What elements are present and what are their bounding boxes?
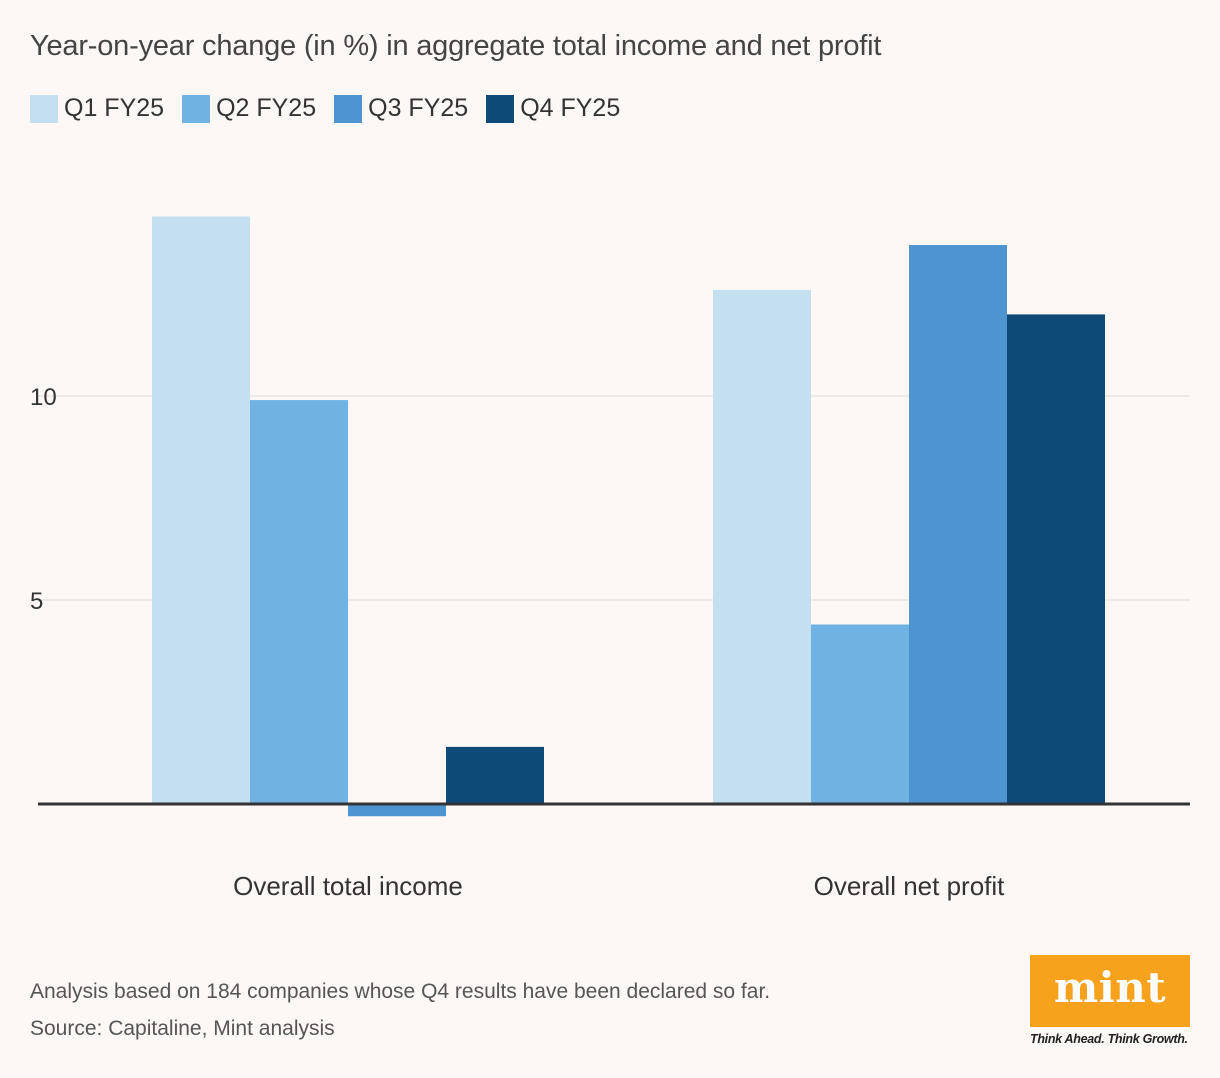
x-category-label-1: Overall total income xyxy=(233,871,463,901)
bar-total-income-q2 xyxy=(250,400,348,804)
bar-net-profit-q1 xyxy=(713,289,811,804)
bar-total-income-q4 xyxy=(446,746,544,804)
chart-title: Year-on-year change (in %) in aggregate … xyxy=(30,30,882,62)
bar-net-profit-q4 xyxy=(1007,314,1105,804)
mint-logo: mint xyxy=(1030,955,1190,1027)
x-category-label-2: Overall net profit xyxy=(814,871,1006,901)
legend: Q1 FY25 Q2 FY25 Q3 FY25 Q4 FY25 xyxy=(30,94,620,123)
legend-item-q2: Q2 FY25 xyxy=(182,94,316,123)
legend-swatch-q2 xyxy=(182,94,211,123)
legend-label-q3: Q3 FY25 xyxy=(368,94,469,122)
legend-label-q2: Q2 FY25 xyxy=(216,94,317,122)
legend-label-q4: Q4 FY25 xyxy=(520,94,621,122)
bar-net-profit-q3 xyxy=(909,245,1007,805)
legend-label-q1: Q1 FY25 xyxy=(64,94,165,122)
legend-swatch-q3 xyxy=(334,94,363,123)
legend-swatch-q1 xyxy=(30,94,58,123)
legend-swatch-q4 xyxy=(486,94,515,123)
y-tick-label-5: 5 xyxy=(30,588,43,615)
analysis-note: Analysis based on 184 companies whose Q4… xyxy=(30,980,771,1003)
source-note: Source: Capitaline, Mint analysis xyxy=(30,1017,335,1040)
legend-item-q1: Q1 FY25 xyxy=(30,94,164,123)
legend-item-q3: Q3 FY25 xyxy=(334,94,468,123)
legend-item-q4: Q4 FY25 xyxy=(486,94,620,123)
mint-logo-text: mint xyxy=(1053,963,1167,1012)
bar-total-income-q1 xyxy=(152,216,250,805)
bar-total-income-q3 xyxy=(348,804,446,817)
y-tick-label-10: 10 xyxy=(30,384,57,411)
mint-tagline: Think Ahead. Think Growth. xyxy=(1030,1032,1188,1046)
bar-net-profit-q2 xyxy=(811,624,909,804)
